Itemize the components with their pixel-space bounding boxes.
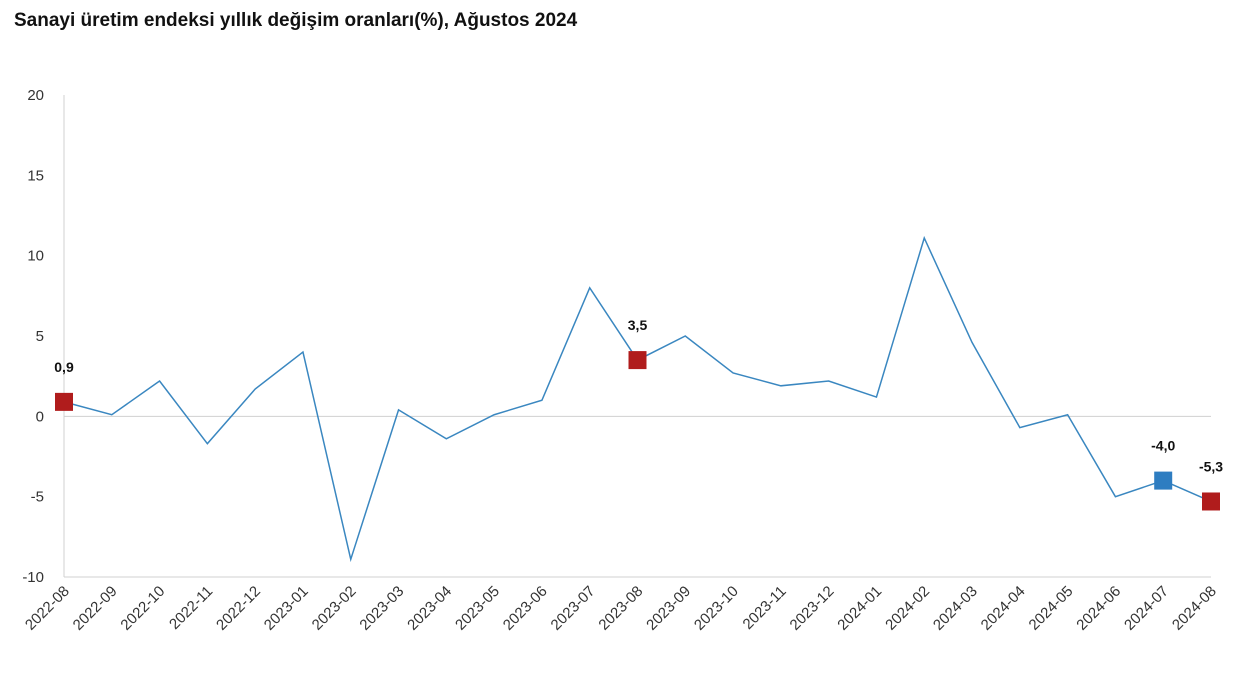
chart-title: Sanayi üretim endeksi yıllık değişim ora… — [14, 10, 578, 31]
x-tick-label: 2023-05 — [452, 583, 503, 634]
x-tick-label: 2024-08 — [1169, 583, 1220, 634]
y-tick-label: 5 — [36, 328, 44, 345]
x-tick-label: 2023-08 — [595, 583, 646, 634]
value-label: -4,0 — [1151, 438, 1175, 454]
value-label: 0,9 — [54, 359, 74, 375]
y-tick-label: 20 — [27, 87, 44, 104]
value-label: 3,5 — [628, 317, 648, 333]
x-tick-label: 2024-03 — [930, 583, 981, 634]
marker — [1202, 492, 1220, 511]
line — [63, 235, 1212, 563]
value-label: -5,3 — [1199, 458, 1223, 474]
x-tick-label: 2024-01 — [834, 583, 885, 634]
x-tick-label: 2024-04 — [978, 583, 1029, 634]
marker — [1154, 471, 1173, 490]
x-tick-label: 2023-11 — [740, 583, 790, 633]
x-tick-label: 2023-04 — [404, 583, 455, 634]
x-tick-label: 2023-07 — [548, 583, 599, 634]
x-tick-label: 2023-03 — [356, 583, 407, 634]
marker — [628, 351, 647, 370]
marker — [55, 392, 73, 411]
y-tick-label: 10 — [27, 248, 44, 265]
x-tick-label: 2024-02 — [882, 583, 933, 634]
x-tick-label: 2024-06 — [1073, 583, 1124, 634]
x-tick-label: 2023-12 — [787, 583, 838, 634]
x-tick-label: 2022-12 — [213, 583, 264, 634]
y-tick-label: -5 — [31, 489, 44, 506]
x-tick-label: 2022-09 — [70, 583, 121, 634]
y-tick-label: -10 — [22, 569, 44, 586]
x-tick-label: 2024-05 — [1025, 583, 1076, 634]
x-tick-label: 2023-09 — [643, 583, 694, 634]
x-tick-label: 2024-07 — [1121, 583, 1172, 634]
x-tick-label: 2022-11 — [166, 583, 216, 633]
y-tick-label: 15 — [27, 167, 44, 184]
y-tick-label: 0 — [36, 408, 44, 425]
x-tick-label: 2023-06 — [500, 583, 551, 634]
x-tick-label: 2022-10 — [117, 583, 168, 634]
x-tick-label: 2023-10 — [691, 583, 742, 634]
x-tick-label: 2023-02 — [309, 583, 360, 634]
x-tick-label: 2022-08 — [22, 583, 73, 634]
x-tick-label: 2023-01 — [261, 583, 312, 634]
